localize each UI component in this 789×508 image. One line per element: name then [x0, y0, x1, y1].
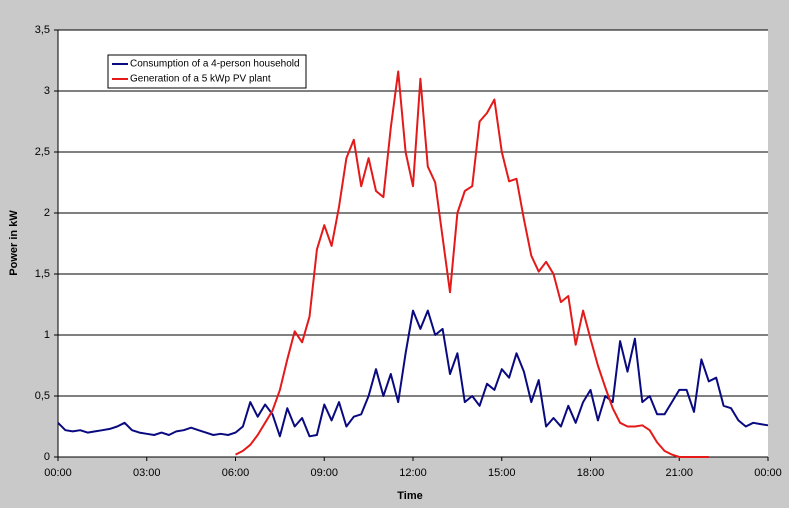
x-tick-label: 03:00	[133, 467, 161, 479]
legend-box	[107, 54, 307, 89]
series-line	[235, 70, 709, 458]
y-tick-label: 1	[44, 329, 50, 341]
x-tick-label: 18:00	[577, 467, 605, 479]
x-tick-label: 06:00	[222, 467, 250, 479]
x-tick-label: 00:00	[754, 467, 782, 479]
y-tick-label: 1,5	[35, 268, 50, 280]
legend-label: Generation of a 5 kWp PV plant	[130, 74, 271, 85]
y-tick-label: 2,5	[35, 146, 50, 158]
x-tick-label: 09:00	[310, 467, 338, 479]
y-tick-label: 3	[44, 85, 50, 97]
plot-area	[58, 30, 768, 457]
y-axis-label: Power in kW	[8, 210, 20, 276]
x-tick-label: 15:00	[488, 467, 516, 479]
y-tick-label: 0,5	[35, 390, 50, 402]
x-tick-label: 12:00	[399, 467, 427, 479]
y-tick-label: 0	[44, 451, 50, 463]
x-tick-label: 00:00	[44, 467, 72, 479]
legend-label: Consumption of a 4-person household	[130, 59, 300, 70]
x-axis-label: Time	[397, 490, 422, 502]
y-tick-label: 3,5	[35, 24, 50, 36]
y-tick-label: 2	[44, 207, 50, 219]
x-tick-label: 21:00	[665, 467, 693, 479]
series-line	[57, 309, 769, 438]
